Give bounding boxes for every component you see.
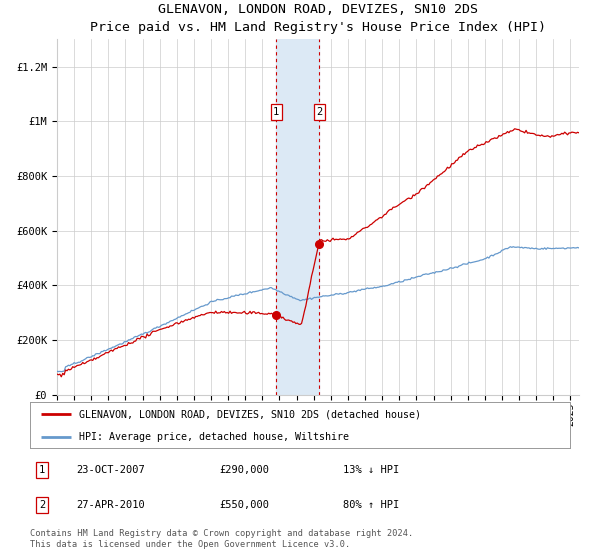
Bar (276, 39, 319, 395)
Text: 80% ↑ HPI: 80% ↑ HPI (343, 500, 400, 510)
Text: 1: 1 (273, 107, 280, 117)
Text: 27-APR-2010: 27-APR-2010 (76, 500, 145, 510)
Text: £290,000: £290,000 (219, 465, 269, 475)
Text: GLENAVON, LONDON ROAD, DEVIZES, SN10 2DS (detached house): GLENAVON, LONDON ROAD, DEVIZES, SN10 2DS… (79, 409, 421, 419)
Text: 23-OCT-2007: 23-OCT-2007 (76, 465, 145, 475)
Text: 2: 2 (39, 500, 45, 510)
Text: 2: 2 (316, 107, 322, 117)
Text: 13% ↓ HPI: 13% ↓ HPI (343, 465, 400, 475)
Text: HPI: Average price, detached house, Wiltshire: HPI: Average price, detached house, Wilt… (79, 432, 349, 441)
Title: GLENAVON, LONDON ROAD, DEVIZES, SN10 2DS
Price paid vs. HM Land Registry's House: GLENAVON, LONDON ROAD, DEVIZES, SN10 2DS… (90, 3, 546, 34)
Text: 1: 1 (39, 465, 45, 475)
Text: £550,000: £550,000 (219, 500, 269, 510)
Text: Contains HM Land Registry data © Crown copyright and database right 2024.
This d: Contains HM Land Registry data © Crown c… (30, 529, 413, 549)
